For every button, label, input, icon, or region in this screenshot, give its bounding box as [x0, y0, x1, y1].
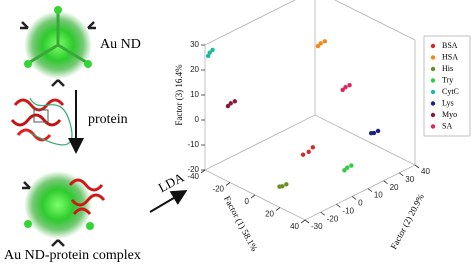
legend-marker — [430, 124, 436, 129]
y-tick-label: 40 — [421, 167, 430, 176]
data-point — [315, 43, 321, 49]
legend-marker — [430, 112, 436, 118]
y-tick-label: 0 — [358, 199, 363, 208]
y-tick — [304, 219, 310, 224]
legend-box — [423, 35, 471, 137]
data-point — [210, 47, 215, 53]
z-tick-label: -10 — [187, 140, 199, 149]
data-point — [342, 168, 347, 173]
data-point — [375, 128, 381, 134]
y-tick-label: -20 — [327, 214, 339, 223]
y-tick-label: 10 — [374, 191, 383, 200]
legend-marker — [430, 89, 436, 95]
data-point — [349, 163, 354, 168]
y-tick-label: 20 — [390, 183, 399, 192]
complex-label: Au ND-protein complex — [4, 248, 141, 263]
x-tick-label: -20 — [212, 185, 224, 194]
x-tick — [225, 182, 231, 186]
y-tick — [336, 203, 341, 208]
legend-label: SA — [442, 121, 452, 130]
box-edge — [304, 164, 416, 221]
box-edge — [334, 0, 416, 41]
nanodot — [20, 6, 96, 87]
y-tick-label: 30 — [405, 175, 414, 184]
x-tick-label: 0 — [245, 197, 250, 206]
z-tick-label: 10 — [190, 90, 199, 99]
data-point — [306, 149, 311, 155]
data-point — [228, 101, 233, 106]
box-edge — [204, 0, 296, 46]
complex — [22, 171, 106, 247]
z-tick-label: 0 — [195, 115, 200, 124]
data-point — [340, 87, 345, 93]
x-tick-label: -40 — [187, 172, 199, 181]
data-point — [322, 39, 328, 44]
lda-label: LDA — [156, 169, 187, 195]
legend-marker — [430, 101, 436, 106]
box-edge — [204, 114, 316, 171]
x-tick — [275, 207, 281, 211]
z-tick-label: 30 — [190, 40, 199, 49]
data-point — [318, 41, 323, 46]
x-axis-label: Factor (1) 58.1% — [222, 194, 260, 253]
box-edge — [314, 114, 416, 166]
data-point — [225, 103, 231, 109]
x-tick-label: 20 — [265, 210, 274, 219]
legend-marker — [430, 78, 436, 83]
arrow — [149, 189, 188, 213]
data-point — [284, 182, 289, 187]
y-tick — [399, 172, 404, 177]
y-tick — [367, 188, 373, 192]
y-tick-label: -10 — [342, 206, 354, 215]
data-point — [343, 85, 348, 90]
legend-label: Myo — [442, 110, 457, 119]
y-tick — [351, 196, 357, 200]
legend-marker — [430, 43, 436, 49]
z-axis-label: Factor (3) 16.4% — [174, 64, 184, 126]
legend-label: Try — [442, 75, 453, 84]
data-point — [347, 83, 352, 88]
data-point — [205, 53, 211, 59]
x-tick — [200, 169, 206, 174]
data-point — [310, 145, 316, 150]
data-point — [207, 50, 212, 55]
data-point — [300, 152, 306, 157]
data-point — [277, 184, 282, 189]
data-point — [368, 130, 374, 136]
z-tick-label: -20 — [187, 165, 199, 174]
legend-marker — [430, 66, 436, 72]
nanodot-label: Au ND — [100, 37, 141, 52]
protein-label: protein — [88, 112, 128, 127]
data-point — [345, 165, 350, 170]
y-tick — [383, 180, 388, 185]
x-tick — [300, 219, 306, 224]
y-tick — [320, 211, 325, 216]
legend-label: CytC — [442, 87, 459, 96]
x-tick-label: 40 — [290, 222, 299, 231]
y-axis-label: Factor (2) 20.9% — [388, 192, 426, 251]
y-tick — [414, 164, 420, 169]
z-tick-label: 20 — [190, 65, 199, 74]
legend-label: BSA — [442, 41, 458, 50]
protein-structure — [10, 97, 73, 146]
x-tick — [250, 194, 256, 199]
y-tick-label: -30 — [311, 222, 323, 231]
legend-marker — [430, 55, 436, 60]
legend-label: His — [442, 64, 453, 73]
legend-label: Lys — [442, 98, 454, 107]
data-point — [232, 99, 238, 104]
legend-label: HSA — [442, 52, 458, 61]
